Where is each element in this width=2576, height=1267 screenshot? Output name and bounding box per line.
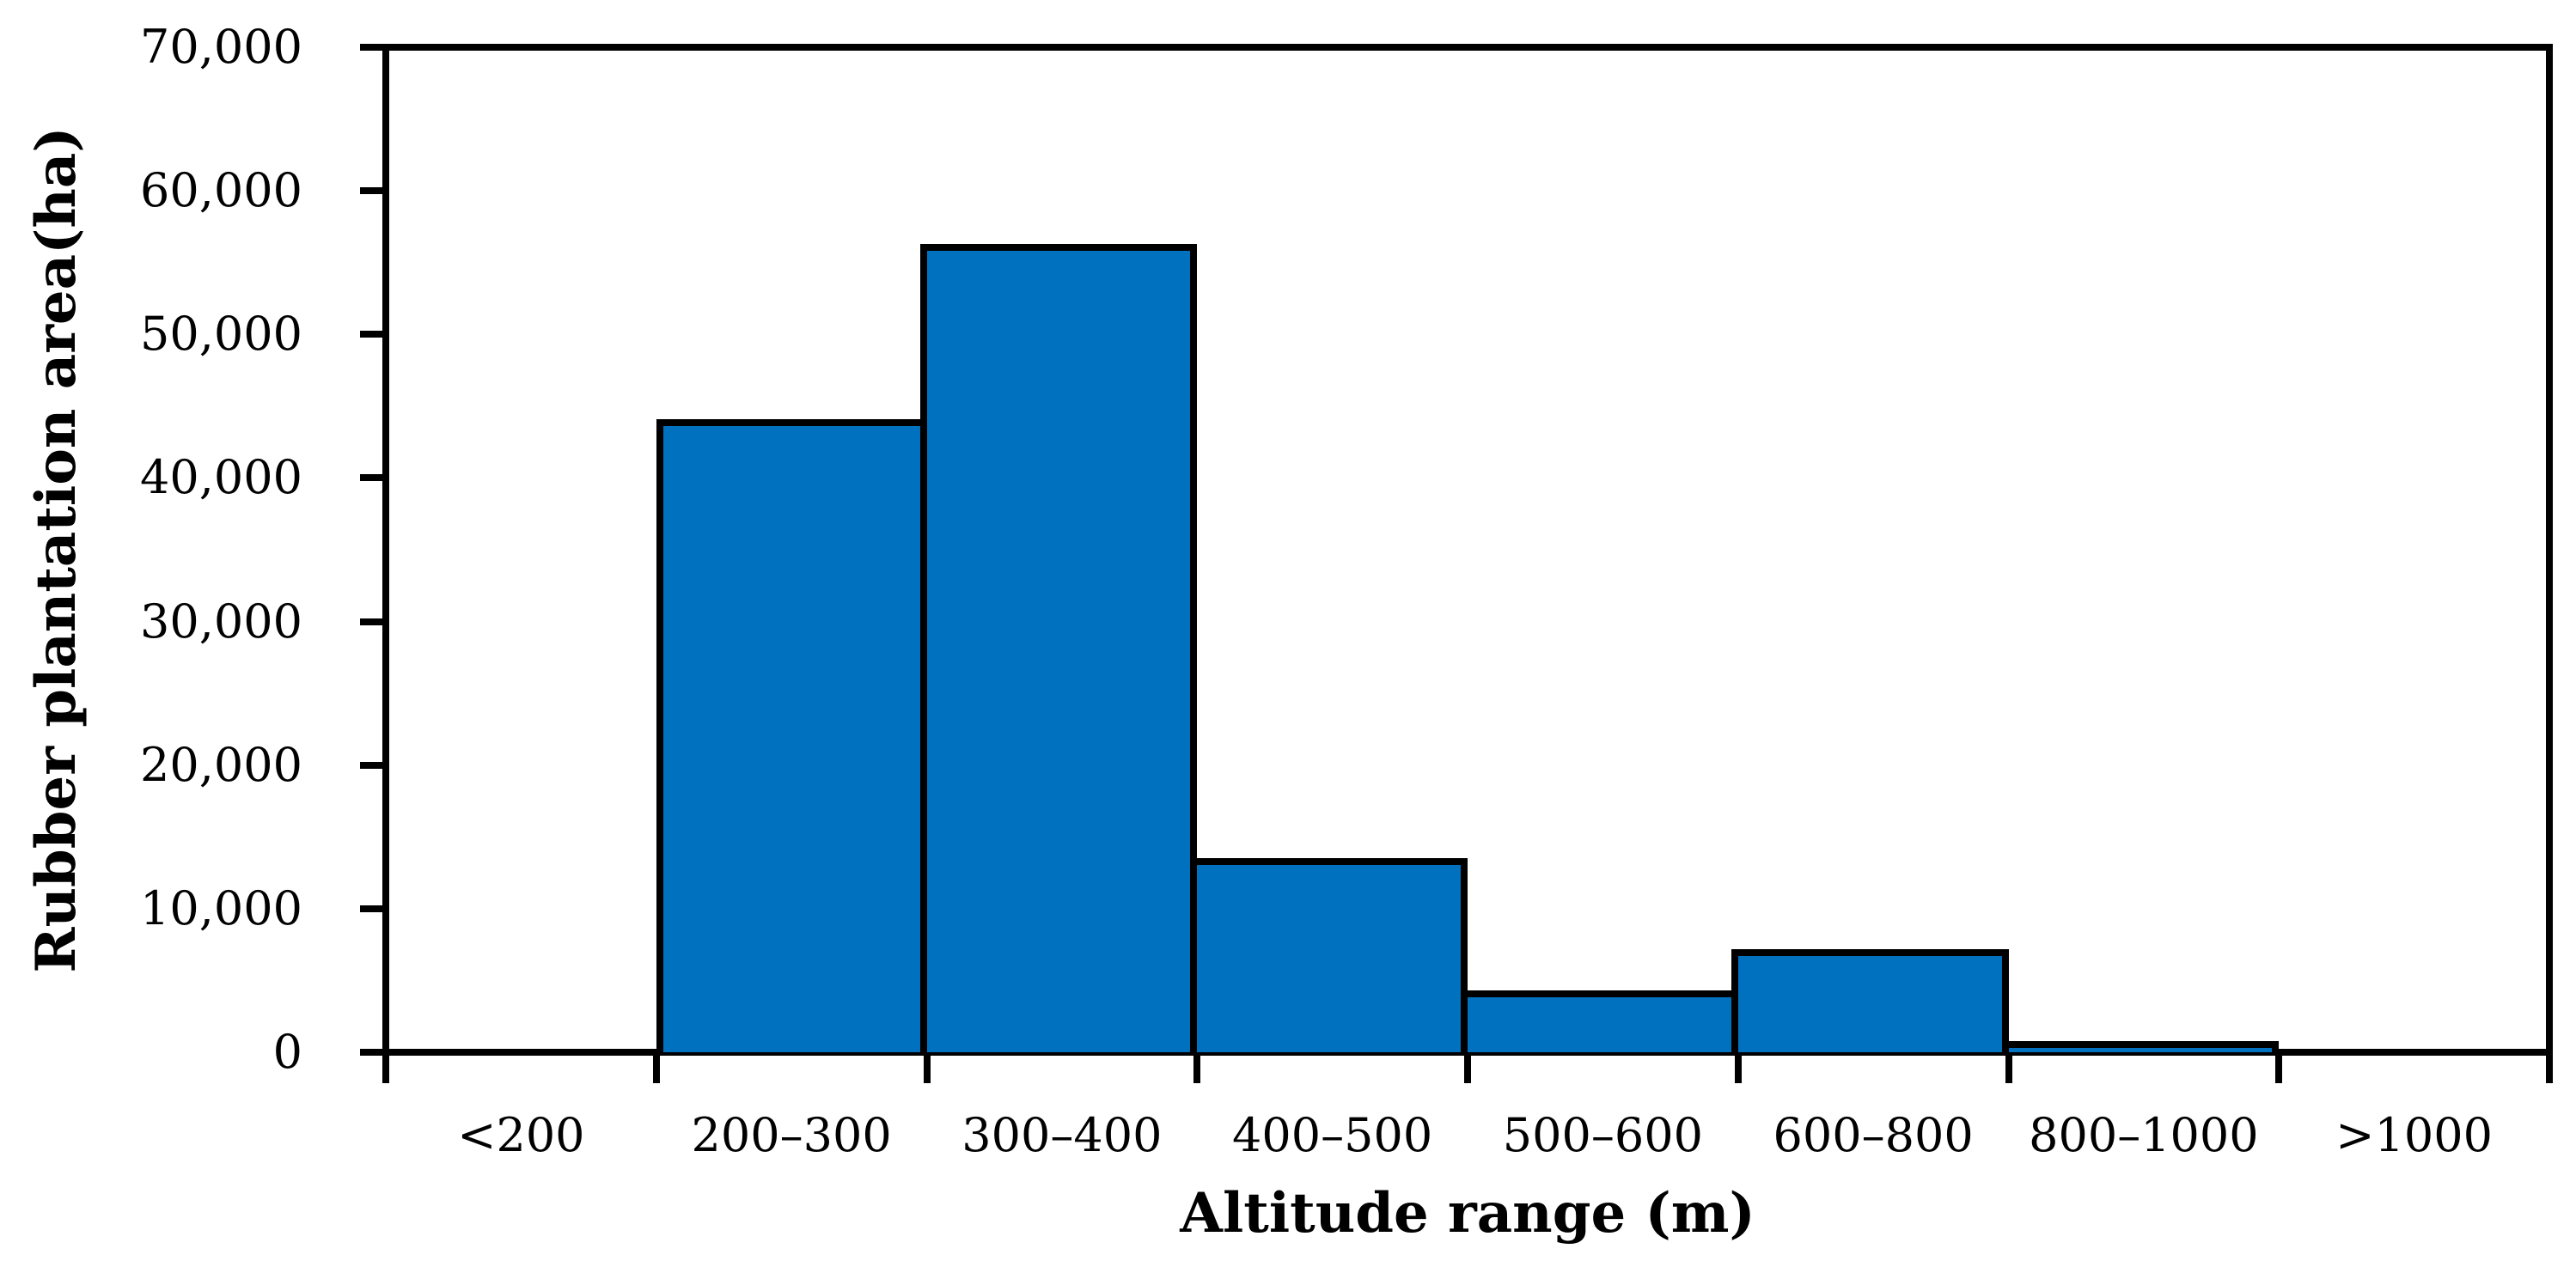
y-tick [360, 331, 382, 338]
y-tick [360, 905, 382, 912]
x-tick-label: 200–300 [691, 1108, 892, 1162]
y-tick [360, 1049, 382, 1056]
y-tick [360, 474, 382, 482]
bar-600–800 [1731, 948, 2009, 1052]
bar-200–300 [656, 418, 927, 1052]
bar-800–1000 [2001, 1040, 2280, 1052]
x-tick [652, 1056, 660, 1083]
y-tick [360, 618, 382, 625]
x-tick-label: 600–800 [1773, 1108, 1974, 1162]
x-tick-label: >1000 [2335, 1108, 2493, 1162]
x-tick [2005, 1056, 2012, 1083]
y-tick-label: 20,000 [140, 737, 302, 792]
x-axis-tick-labels: <200 200–300 300–400 400–500 500–600 600–800 8… [386, 1112, 2549, 1173]
y-tick [360, 187, 382, 195]
y-axis-tick-labels: 70,000 60,000 50,000 40,000 30,000 20,000 10,0… [0, 24, 302, 1075]
x-tick-label: 400–500 [1232, 1108, 1433, 1162]
x-tick [2275, 1056, 2283, 1083]
x-tick-label: 300–400 [961, 1108, 1163, 1162]
bar-300–400 [919, 244, 1198, 1052]
x-tick [1734, 1056, 1742, 1083]
x-tick [2546, 1056, 2553, 1083]
y-tick-label: 70,000 [140, 20, 302, 74]
x-axis-title: Altitude range (m) [1180, 1181, 1755, 1246]
x-tick [923, 1056, 931, 1083]
y-tick [360, 44, 382, 51]
x-tick-label: 500–600 [1502, 1108, 1703, 1162]
bar-400–500 [1190, 858, 1468, 1052]
y-tick-label: 10,000 [140, 880, 302, 935]
x-tick-label: 800–1000 [2029, 1108, 2259, 1162]
y-tick-label: 0 [272, 1025, 302, 1079]
y-tick-label: 30,000 [140, 594, 302, 649]
x-tick [382, 1056, 389, 1083]
x-tick-label: <200 [457, 1108, 585, 1162]
y-tick-label: 50,000 [140, 307, 302, 362]
y-tick [360, 761, 382, 769]
y-tick-label: 60,000 [140, 163, 302, 218]
y-tick-label: 40,000 [140, 450, 302, 505]
x-tick [1464, 1056, 1471, 1083]
x-tick [1193, 1056, 1201, 1083]
bar-500–600 [1461, 990, 1738, 1052]
plot-area [360, 44, 2553, 1083]
